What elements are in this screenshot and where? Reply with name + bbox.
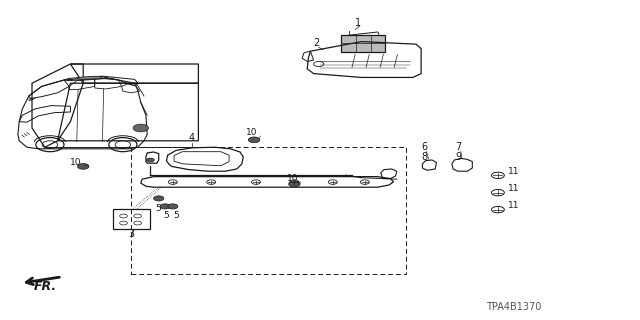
Circle shape <box>248 137 260 143</box>
Text: 10: 10 <box>287 174 298 183</box>
Text: 5: 5 <box>163 211 169 220</box>
Text: 11: 11 <box>508 184 519 193</box>
Text: FR.: FR. <box>33 280 56 292</box>
Text: 1: 1 <box>355 18 362 28</box>
Text: 9: 9 <box>456 152 462 162</box>
Text: 11: 11 <box>508 167 519 176</box>
Circle shape <box>154 196 164 201</box>
Text: 3: 3 <box>129 229 135 239</box>
Circle shape <box>147 158 154 162</box>
Text: 11: 11 <box>508 201 519 210</box>
Text: 2: 2 <box>314 38 320 48</box>
Polygon shape <box>77 76 102 79</box>
Text: 4: 4 <box>189 133 195 143</box>
Circle shape <box>133 124 148 132</box>
Text: 5: 5 <box>155 204 161 213</box>
Circle shape <box>168 204 178 209</box>
Circle shape <box>160 204 170 209</box>
Text: 10: 10 <box>246 128 258 137</box>
Circle shape <box>77 164 89 169</box>
FancyBboxPatch shape <box>341 35 385 52</box>
Text: 5: 5 <box>173 211 179 220</box>
Text: TPA4B1370: TPA4B1370 <box>486 302 542 312</box>
Circle shape <box>289 181 300 187</box>
Text: 8: 8 <box>421 152 428 162</box>
Text: 6: 6 <box>421 142 428 152</box>
Text: 7: 7 <box>456 142 462 152</box>
Text: 10: 10 <box>70 158 82 167</box>
